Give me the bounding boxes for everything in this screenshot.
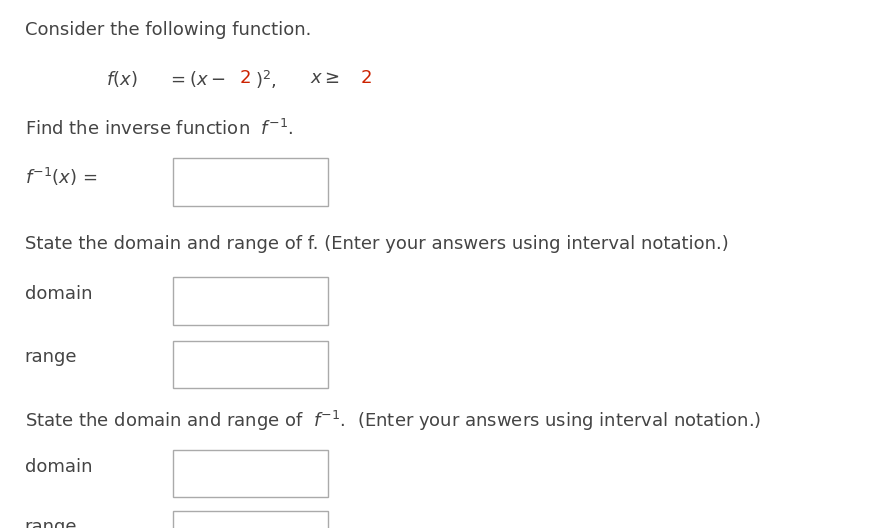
FancyBboxPatch shape xyxy=(173,450,328,497)
Text: range: range xyxy=(25,518,77,528)
FancyBboxPatch shape xyxy=(173,158,328,206)
Text: domain: domain xyxy=(25,458,92,476)
Text: Consider the following function.: Consider the following function. xyxy=(25,21,311,39)
Text: $\mathit{f}(\mathit{x})$: $\mathit{f}(\mathit{x})$ xyxy=(106,69,137,89)
Text: Find the inverse function  $f^{-1}$.: Find the inverse function $f^{-1}$. xyxy=(25,119,293,139)
Text: $= (\mathit{x} -$: $= (\mathit{x} -$ xyxy=(167,69,225,89)
Text: $\mathit{2}$: $\mathit{2}$ xyxy=(360,69,371,87)
FancyBboxPatch shape xyxy=(173,341,328,388)
Text: $f^{-1}(x)$ =: $f^{-1}(x)$ = xyxy=(25,166,97,188)
Text: State the domain and range of  $f^{-1}$.  (Enter your answers using interval not: State the domain and range of $f^{-1}$. … xyxy=(25,409,760,433)
Text: State the domain and range of f. (Enter your answers using interval notation.): State the domain and range of f. (Enter … xyxy=(25,235,727,253)
FancyBboxPatch shape xyxy=(173,511,328,528)
Text: $\mathit{2}$: $\mathit{2}$ xyxy=(239,69,251,87)
Text: range: range xyxy=(25,348,77,366)
Text: $\mathit{x} \geq$: $\mathit{x} \geq$ xyxy=(310,69,340,87)
Text: domain: domain xyxy=(25,285,92,303)
Text: $)^2,$: $)^2,$ xyxy=(255,69,276,91)
FancyBboxPatch shape xyxy=(173,277,328,325)
